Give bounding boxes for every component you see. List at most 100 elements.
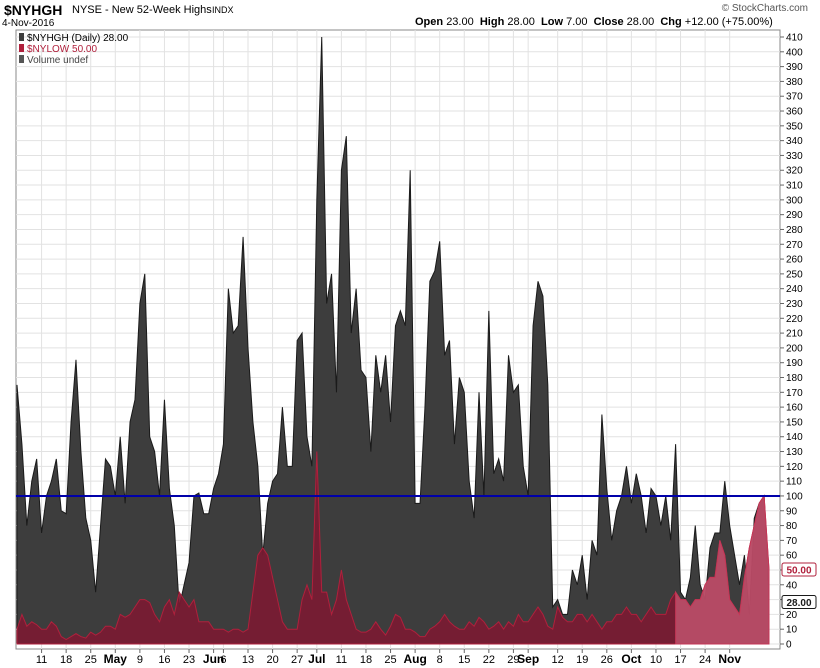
x-tick-label: 18 xyxy=(360,654,372,666)
y-tick-label: 20 xyxy=(786,610,798,621)
legend-swatch-volume xyxy=(19,55,24,63)
y-tick-label: 180 xyxy=(786,373,803,384)
y-tick-label: 400 xyxy=(786,47,803,58)
x-tick-label: 15 xyxy=(458,654,470,666)
x-tick-label: May xyxy=(104,652,128,666)
x-tick-label: Sep xyxy=(517,652,539,666)
x-tick-label: 16 xyxy=(158,654,170,666)
y-tick-label: 140 xyxy=(786,432,803,443)
symbol-description: NYSE - New 52-Week Highs xyxy=(72,4,212,16)
y-tick-label: 210 xyxy=(786,329,803,340)
y-tick-label: 0 xyxy=(786,640,792,651)
last-value-labels: 28.00 50.00 xyxy=(781,562,817,610)
y-tick-label: 370 xyxy=(786,92,803,103)
legend-swatch-nylow xyxy=(19,44,24,52)
x-tick-label: 27 xyxy=(291,654,303,666)
y-tick-label: 260 xyxy=(786,255,803,266)
y-tick-label: 250 xyxy=(786,269,803,280)
x-tick-label: 12 xyxy=(552,654,564,666)
x-tick-label: 20 xyxy=(266,654,278,666)
legend: $NYHGH (Daily) 28.00 $NYLOW 50.00 Volume… xyxy=(19,33,129,66)
legend-label-volume: Volume undef xyxy=(27,55,88,66)
legend-label-nyhgh: $NYHGH (Daily) 28.00 xyxy=(27,33,129,44)
y-tick-label: 100 xyxy=(786,491,803,502)
x-tick-label: Jul xyxy=(308,652,325,666)
y-tick-label: 270 xyxy=(786,240,803,251)
y-tick-label: 320 xyxy=(786,166,803,177)
x-tick-label: 26 xyxy=(601,654,613,666)
x-tick-label: 29 xyxy=(507,654,519,666)
series-areas xyxy=(16,36,770,645)
open-label: Open xyxy=(415,16,444,28)
legend-item-nyhgh: $NYHGH (Daily) 28.00 xyxy=(19,33,129,44)
x-tick-label: Jun xyxy=(203,652,224,666)
y-tick-label: 70 xyxy=(786,536,798,547)
x-tick-label: 8 xyxy=(437,654,443,666)
y-tick-label: 200 xyxy=(786,343,803,354)
open-value: 23.00 xyxy=(446,16,474,28)
legend-item-nylow: $NYLOW 50.00 xyxy=(19,44,97,55)
low-value: 7.00 xyxy=(566,16,588,28)
nylow-area-recent xyxy=(675,494,770,645)
x-tick-label: 17 xyxy=(674,654,686,666)
x-tick-label: 11 xyxy=(336,654,347,666)
y-tick-label: 340 xyxy=(786,136,803,147)
y-tick-label: 240 xyxy=(786,284,803,295)
y-tick-label: 300 xyxy=(786,195,803,206)
legend-label-nylow: $NYLOW 50.00 xyxy=(27,44,97,55)
y-tick-label: 40 xyxy=(786,580,798,591)
x-tick-label: 18 xyxy=(60,654,72,666)
y-tick-label: 150 xyxy=(786,417,803,428)
last-value-text: 28.00 xyxy=(786,598,811,609)
y-tick-label: 220 xyxy=(786,314,803,325)
chart-date: 4-Nov-2016 xyxy=(2,18,55,29)
y-tick-label: 330 xyxy=(786,151,803,162)
y-tick-label: 360 xyxy=(786,107,803,118)
y-tick-label: 170 xyxy=(786,388,803,399)
x-tick-label: 13 xyxy=(242,654,254,666)
x-tick-label: Oct xyxy=(621,652,641,666)
y-tick-label: 310 xyxy=(786,181,803,192)
y-axis: 0102030405060708090100110120130140150160… xyxy=(780,33,803,651)
y-tick-label: 80 xyxy=(786,521,798,532)
symbol-title: $NYHGH xyxy=(4,2,63,18)
nyhgh-area xyxy=(16,36,770,645)
low-label: Low xyxy=(541,16,564,28)
high-value: 28.00 xyxy=(507,16,535,28)
y-tick-label: 120 xyxy=(786,462,803,473)
x-tick-label: 9 xyxy=(137,654,143,666)
y-tick-label: 390 xyxy=(786,62,803,73)
chart-header: $NYHGH NYSE - New 52-Week Highs INDX 4-N… xyxy=(0,0,820,30)
high-label: High xyxy=(479,16,505,28)
y-tick-label: 10 xyxy=(786,625,798,636)
y-tick-label: 190 xyxy=(786,358,803,369)
brand-watermark: © StockCharts.com xyxy=(721,3,808,14)
last-value-nylow: 50.00 xyxy=(781,562,817,577)
y-tick-label: 60 xyxy=(786,551,798,562)
y-tick-label: 410 xyxy=(786,33,803,44)
x-tick-label: Nov xyxy=(718,652,741,666)
close-label: Close xyxy=(593,16,624,28)
last-value-text: 50.00 xyxy=(786,565,811,576)
x-tick-label: 24 xyxy=(699,654,711,666)
exchange-label: INDX xyxy=(212,5,234,15)
y-tick-label: 160 xyxy=(786,403,803,414)
y-tick-label: 380 xyxy=(786,77,803,88)
x-tick-label: 19 xyxy=(576,654,588,666)
chg-value: +12.00 (+75.00%) xyxy=(684,16,773,28)
x-tick-label: 11 xyxy=(36,654,47,666)
x-tick-label: Aug xyxy=(403,652,426,666)
y-tick-label: 350 xyxy=(786,121,803,132)
last-value-box xyxy=(781,562,817,577)
x-tick-label: 10 xyxy=(650,654,662,666)
last-value-nyhgh: 28.00 xyxy=(781,595,817,610)
y-tick-label: 290 xyxy=(786,210,803,221)
y-tick-label: 230 xyxy=(786,299,803,310)
chg-label: Chg xyxy=(660,16,682,28)
last-value-box xyxy=(781,595,817,610)
legend-swatch-nyhgh xyxy=(19,33,24,41)
legend-item-volume: Volume undef xyxy=(19,55,88,66)
ohlc-readout: Open 23.00 High 28.00 Low 7.00 Close 28.… xyxy=(415,17,773,28)
